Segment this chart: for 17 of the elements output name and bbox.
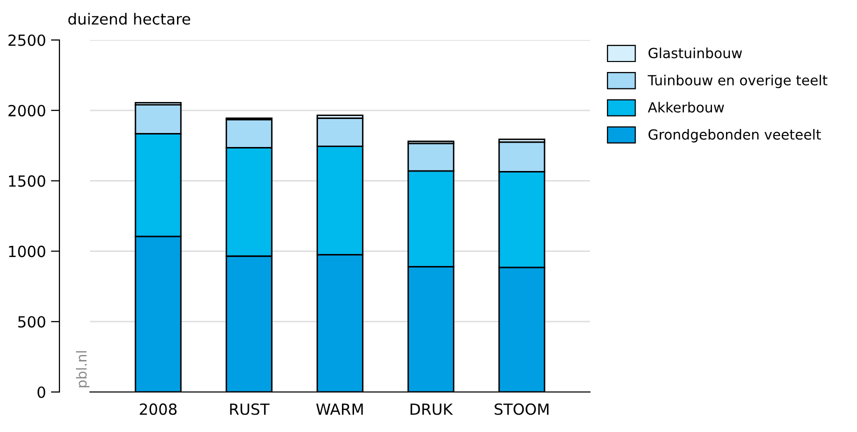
- y-tick-label: 500: [18, 316, 46, 328]
- x-tick-label: WARM: [316, 404, 363, 415]
- y-tick-label: 1000: [9, 246, 46, 258]
- x-tick-label: 2008: [140, 403, 177, 415]
- legend-label: Tuinbouw en overige teelt: [648, 74, 828, 88]
- y-axis-title: duizend hectare: [68, 12, 190, 25]
- y-tick-label: 2000: [8, 104, 46, 116]
- legend-label: Glastuinbouw: [648, 48, 742, 58]
- legend-label: Grondgebonden veeteelt: [648, 129, 821, 142]
- y-tick-label: 0: [38, 386, 46, 398]
- x-tick-label: STOOM: [494, 403, 548, 415]
- y-tick-label: 1500: [9, 175, 46, 187]
- x-tick-label: DRUK: [410, 404, 454, 415]
- y-tick-label: 2500: [8, 34, 46, 46]
- legend-label: Akkerbouw: [648, 102, 724, 113]
- text: pbl.nl: [76, 351, 90, 388]
- x-tick-label: RUST: [230, 403, 270, 415]
